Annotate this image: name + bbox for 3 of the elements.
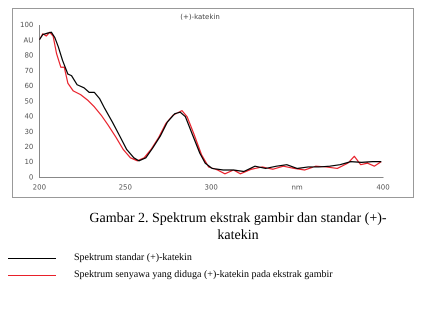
legend-label: Spektrum senyawa yang diduga (+)-katekin pada ekstrak gambir	[74, 269, 334, 280]
text: Gambar 2. Spektrum ekstrak gambir dan standar (+)- katekin	[88, 210, 388, 244]
legend-label: Spektrum standar (+)-katekin	[74, 252, 193, 263]
